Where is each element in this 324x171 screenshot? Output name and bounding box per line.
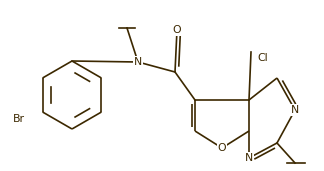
Text: N: N	[134, 57, 142, 67]
Text: Cl: Cl	[258, 53, 268, 63]
Text: O: O	[173, 25, 181, 35]
Text: N: N	[245, 153, 253, 163]
Text: O: O	[218, 143, 226, 153]
Text: Br: Br	[13, 114, 25, 124]
Text: N: N	[291, 105, 299, 115]
